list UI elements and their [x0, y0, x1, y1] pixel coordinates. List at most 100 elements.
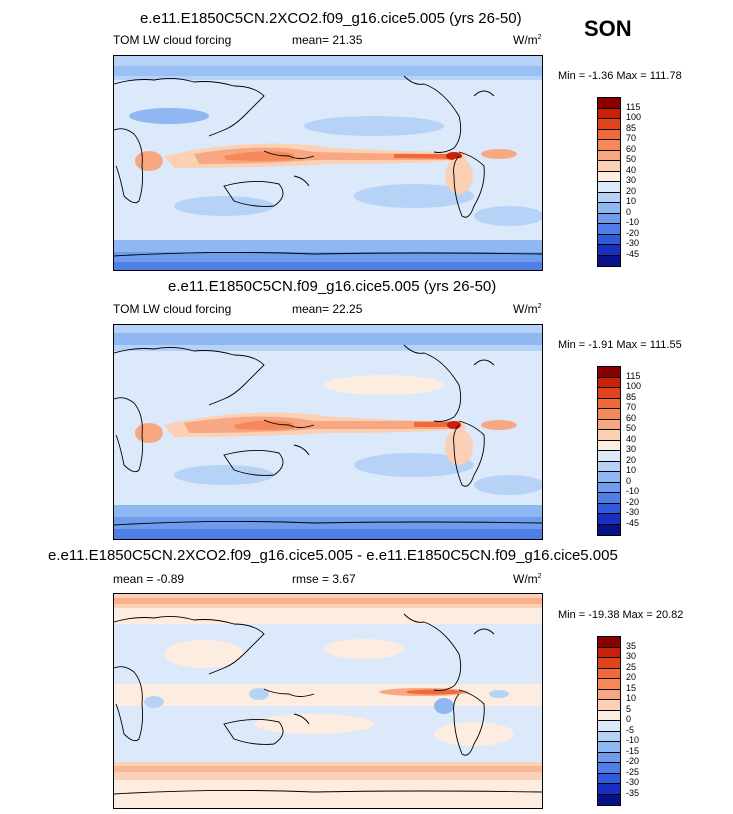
colorbar-swatch [598, 637, 620, 648]
panel3-units: W/m2 [513, 572, 542, 586]
colorbar-tick-label: 15 [626, 682, 637, 693]
colorbar-swatch [598, 731, 620, 742]
colorbar-tick-label: 10 [626, 693, 637, 703]
colorbar-tick-label: 30 [626, 444, 637, 454]
colorbar-tick-label: 35 [626, 640, 637, 651]
season-label: SON [584, 16, 632, 41]
colorbar-tick-label: 50 [626, 154, 637, 164]
colorbar-tick-label: -45 [626, 248, 640, 259]
panel2-title: e.e11.E1850C5CN.f09_g16.cice5.005 (yrs 2… [168, 278, 497, 295]
panel2-mean-label: mean= 22.25 [292, 302, 363, 316]
colorbar-tick-label: 70 [626, 402, 637, 412]
colorbar-tick-label: 0 [626, 714, 632, 724]
colorbar-swatch [598, 493, 620, 504]
panel1-mean-label: mean= 21.35 [292, 33, 363, 47]
colorbar-tick-label: 20 [626, 672, 637, 682]
colorbar-tick-label: 30 [626, 651, 637, 661]
colorbar-tick-label: -45 [626, 517, 640, 528]
panel1-map [113, 55, 543, 271]
colorbar-tick-label: 30 [626, 175, 637, 185]
colorbar-tick-label: -10 [626, 735, 640, 745]
colorbar-tick-label: -20 [626, 227, 640, 238]
colorbar-tick-label: -20 [626, 496, 640, 507]
panel2-map [113, 324, 543, 540]
colorbar-tick-label: 0 [626, 475, 632, 486]
panel3-minmax: Min = -19.38 Max = 20.82 [558, 609, 684, 621]
colorbar-swatch [598, 377, 620, 388]
colorbar-swatch [598, 647, 620, 658]
colorbar-swatch [598, 224, 620, 235]
colorbar-swatch [598, 524, 620, 535]
colorbar-tick-label: 50 [626, 423, 637, 433]
panel3-mean-label: mean = -0.89 [113, 572, 185, 586]
colorbar-tick-label: -15 [626, 745, 640, 756]
colorbar-swatch [598, 98, 620, 109]
colorbar-swatch [598, 763, 620, 774]
colorbar-swatch [598, 398, 620, 409]
colorbar-swatch [598, 140, 620, 151]
colorbar-swatch [598, 721, 620, 732]
colorbar-tick-label: 40 [626, 433, 637, 444]
colorbar-tick-label: 85 [626, 391, 637, 402]
colorbar-swatch [598, 689, 620, 700]
colorbar-tick-label: 20 [626, 454, 637, 465]
colorbar-tick-label: 5 [626, 703, 632, 714]
colorbar-swatch [598, 150, 620, 161]
panel1-colorbar [597, 97, 621, 267]
colorbar-tick-label: 0 [626, 206, 632, 217]
colorbar-swatch [598, 161, 620, 172]
colorbar-tick-label: 100 [626, 381, 642, 391]
panel3-map [113, 593, 543, 809]
colorbar-swatch [598, 419, 620, 430]
colorbar-tick-label: 20 [626, 185, 637, 196]
colorbar-swatch [598, 679, 620, 690]
colorbar-swatch [598, 108, 620, 119]
colorbar-tick-label: 40 [626, 164, 637, 175]
colorbar-swatch [598, 742, 620, 753]
colorbar-swatch [598, 461, 620, 472]
colorbar-tick-label: -35 [626, 787, 640, 798]
colorbar-tick-label: 60 [626, 143, 637, 154]
colorbar-tick-label: 10 [626, 465, 637, 475]
colorbar-swatch [598, 430, 620, 441]
colorbar-swatch [598, 182, 620, 193]
colorbar-tick-label: -20 [626, 756, 640, 766]
colorbar-swatch [598, 388, 620, 399]
colorbar-swatch [598, 409, 620, 420]
colorbar-swatch [598, 700, 620, 711]
colorbar-tick-label: 25 [626, 661, 637, 672]
panel1-title: e.e11.E1850C5CN.2XCO2.f09_g16.cice5.005 … [140, 10, 522, 27]
colorbar-tick-label: 60 [626, 412, 637, 423]
colorbar-swatch [598, 129, 620, 140]
panel2-colorbar [597, 366, 621, 536]
panel1-units: W/m2 [513, 33, 542, 47]
colorbar-swatch [598, 119, 620, 130]
panel3-rmse-label: rmse = 3.67 [292, 572, 356, 586]
colorbar-tick-label: -10 [626, 486, 640, 496]
colorbar-swatch [598, 367, 620, 378]
colorbar-tick-label: -10 [626, 217, 640, 227]
panel1-minmax: Min = -1.36 Max = 111.78 [558, 70, 682, 82]
colorbar-swatch [598, 203, 620, 214]
colorbar-tick-label: -30 [626, 507, 640, 517]
colorbar-swatch [598, 784, 620, 795]
panel3-colorbar [597, 636, 621, 806]
colorbar-tick-label: 10 [626, 196, 637, 206]
panel1-variable-label: TOM LW cloud forcing [113, 33, 232, 47]
colorbar-swatch [598, 472, 620, 483]
colorbar-tick-label: -5 [626, 724, 635, 735]
colorbar-tick-label: 115 [626, 370, 641, 381]
colorbar-tick-label: -30 [626, 238, 640, 248]
colorbar-swatch [598, 451, 620, 462]
colorbar-tick-label: 115 [626, 101, 641, 112]
colorbar-tick-label: 85 [626, 122, 637, 133]
colorbar-swatch [598, 171, 620, 182]
colorbar-tick-label: -30 [626, 777, 640, 787]
colorbar-swatch [598, 668, 620, 679]
colorbar-swatch [598, 245, 620, 256]
panel2-variable-label: TOM LW cloud forcing [113, 302, 232, 316]
colorbar-swatch [598, 192, 620, 203]
colorbar-swatch [598, 658, 620, 669]
colorbar-swatch [598, 503, 620, 514]
colorbar-swatch [598, 794, 620, 805]
